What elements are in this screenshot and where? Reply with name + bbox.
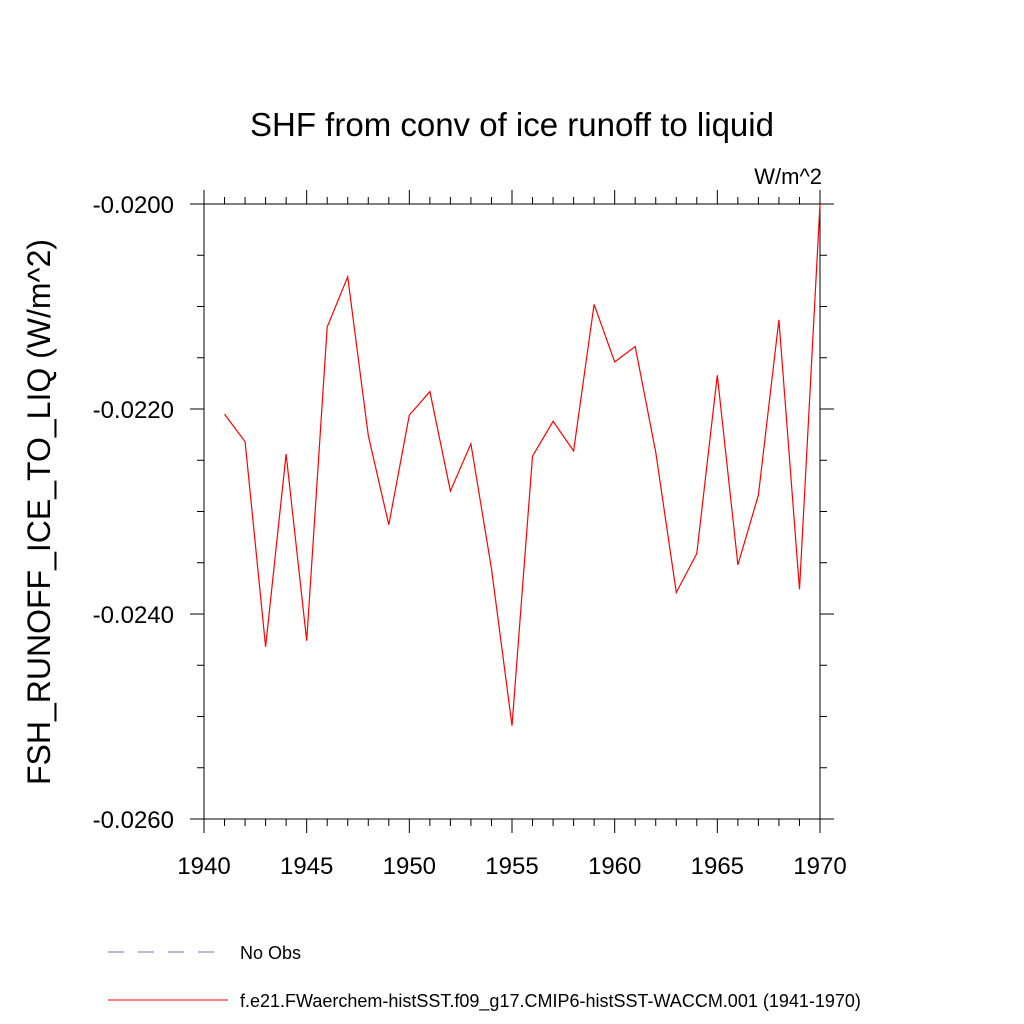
x-tick-label: 1945 xyxy=(280,853,333,880)
chart-title: SHF from conv of ice runoff to liquid xyxy=(250,106,774,143)
plot-frame xyxy=(203,203,821,820)
x-tick-label: 1955 xyxy=(485,853,538,880)
y-tick-label: -0.0220 xyxy=(93,397,174,424)
x-tick-label: 1965 xyxy=(691,853,744,880)
units-label: W/m^2 xyxy=(754,164,822,189)
y-tick-label: -0.0200 xyxy=(93,192,174,219)
y-axis-label: FSH_RUNOFF_ICE_TO_LIQ (W/m^2) xyxy=(21,239,57,785)
x-tick-label: 1960 xyxy=(588,853,641,880)
legend-label: f.e21.FWaerchem-histSST.f09_g17.CMIP6-hi… xyxy=(240,991,861,1012)
plot-area: 1940 1945 1950 1955 1960 1965 1970 -0.0260 -0.02… xyxy=(93,190,847,880)
x-tick-label: 1940 xyxy=(177,853,230,880)
y-tick-label: -0.0240 xyxy=(93,602,174,629)
x-tick-label: 1950 xyxy=(383,853,436,880)
y-tick-label: -0.0260 xyxy=(93,807,174,834)
legend-label: No Obs xyxy=(240,943,301,963)
legend: No Obs f.e21.FWaerchem-histSST.f09_g17.CM… xyxy=(108,943,861,1012)
series-line xyxy=(224,203,821,726)
x-tick-label: 1970 xyxy=(793,853,846,880)
